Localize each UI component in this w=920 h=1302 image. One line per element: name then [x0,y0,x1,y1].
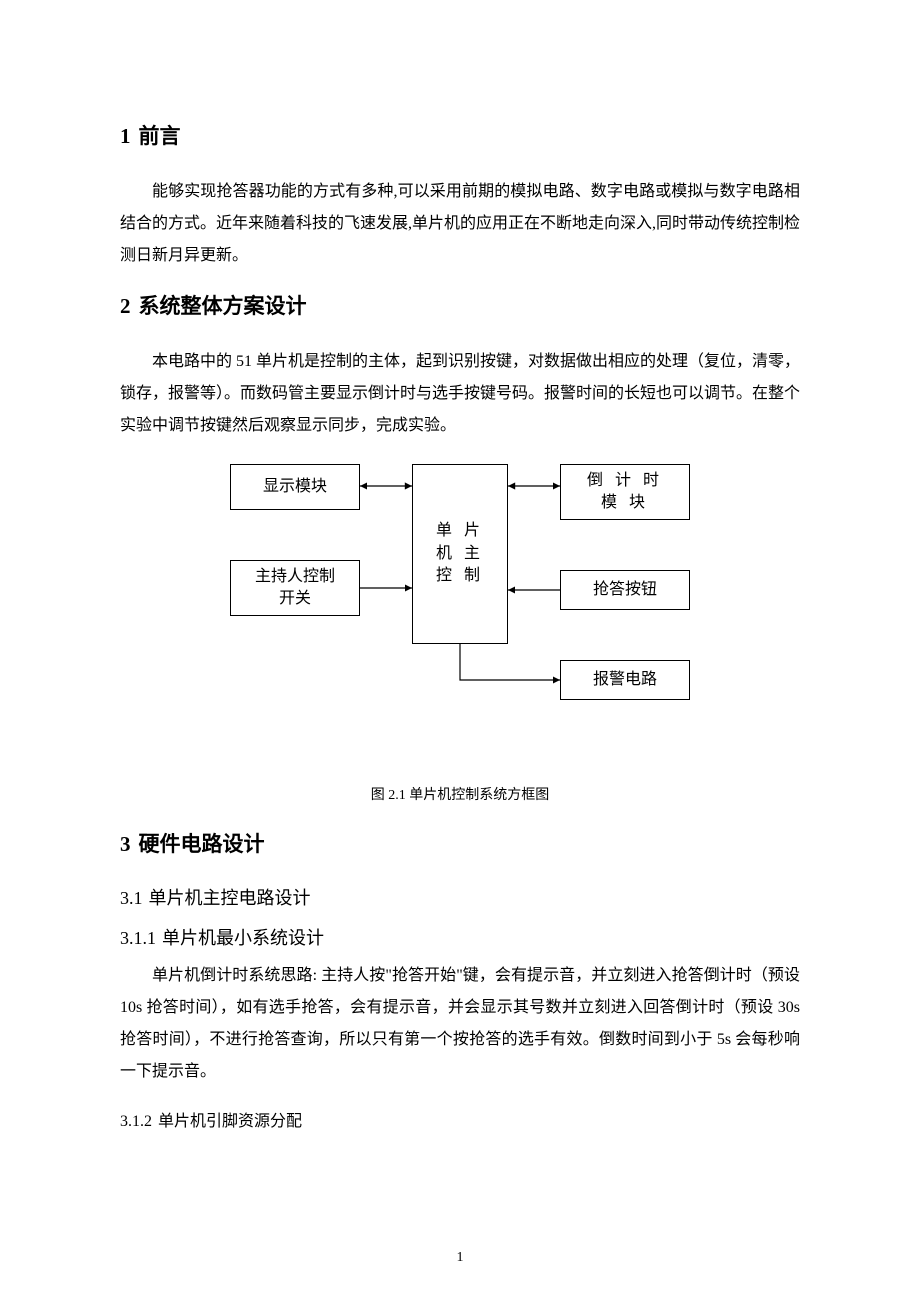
diagram-box-countdown: 倒 计 时 模 块 [560,464,690,520]
diagram-box-answer: 抢答按钮 [560,570,690,610]
heading-1-foreword: 1 前言 [120,120,800,150]
heading-3-pin-alloc: 3.1.2 单片机引脚资源分配 [120,1106,800,1138]
block-diagram: 显示模块单 片 机 主 控 制 倒 计 时 模 块主持人控制 开关 抢答按钮报警电路 [200,464,720,724]
page-number: 1 [0,1250,920,1266]
diagram-box-label: 抢答按钮 [593,579,657,601]
heading-text: 前言 [139,124,181,148]
diagram-box-label: 单 片 机 主 控 制 [436,520,484,587]
diagram-box-label: 倒 计 时 模 块 [587,470,663,515]
diagram-box-center: 单 片 机 主 控 制 [412,464,508,644]
diagram-box-alarm: 报警电路 [560,660,690,700]
paragraph-system-design: 本电路中的 51 单片机是控制的主体，起到识别按键，对数据做出相应的处理（复位，… [120,346,800,442]
heading-2-mcu-main: 3.1 单片机主控电路设计 [120,884,800,910]
heading-number: 1 [120,124,131,148]
heading-text: 硬件电路设计 [139,832,265,856]
paragraph-foreword: 能够实现抢答器功能的方式有多种,可以采用前期的模拟电路、数字电路或模拟与数字电路… [120,176,800,272]
figure-caption: 图 2.1 单片机控制系统方框图 [120,784,800,804]
heading-number: 2 [120,294,131,318]
heading-number: 3.1.2 [120,1113,152,1130]
document-page: 1 前言 能够实现抢答器功能的方式有多种,可以采用前期的模拟电路、数字电路或模拟与… [0,0,920,1302]
heading-text: 单片机主控电路设计 [149,888,311,908]
heading-1-system-design: 2 系统整体方案设计 [120,290,800,320]
paragraph-min-system: 单片机倒计时系统思路: 主持人按"抢答开始"键，会有提示音，并立刻进入抢答倒计时… [120,960,800,1088]
heading-number: 3 [120,832,131,856]
heading-number: 3.1 [120,888,143,908]
diagram-box-label: 主持人控制 开关 [255,566,335,611]
diagram-box-host: 主持人控制 开关 [230,560,360,616]
block-diagram-wrap: 显示模块单 片 机 主 控 制 倒 计 时 模 块主持人控制 开关 抢答按钮报警电路 [120,464,800,724]
heading-number: 3.1.1 [120,928,156,948]
heading-text: 单片机最小系统设计 [162,928,324,948]
diagram-box-label: 报警电路 [593,669,657,691]
heading-1-hardware: 3 硬件电路设计 [120,828,800,858]
heading-text: 单片机引脚资源分配 [158,1113,302,1130]
heading-3-min-system: 3.1.1 单片机最小系统设计 [120,924,800,950]
diagram-box-display: 显示模块 [230,464,360,510]
diagram-box-label: 显示模块 [263,476,327,498]
heading-text: 系统整体方案设计 [139,294,307,318]
